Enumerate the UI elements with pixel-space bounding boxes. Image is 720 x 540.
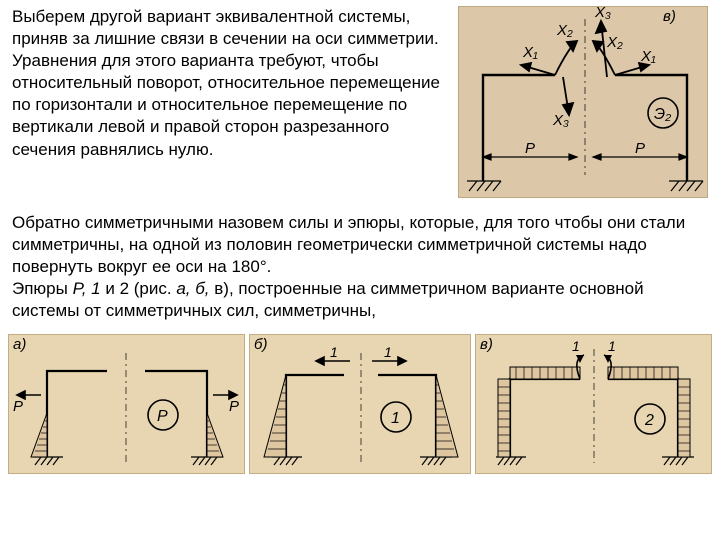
paragraph-2b: Эпюры P, 1 и 2 (рис. а, б, в), построенн… xyxy=(12,278,708,322)
svg-text:1: 1 xyxy=(608,338,616,354)
svg-text:X₂: X₂ xyxy=(606,34,623,51)
svg-text:б): б) xyxy=(254,336,267,353)
top-diagram-v: в) xyxy=(458,6,708,198)
svg-text:1: 1 xyxy=(391,410,400,427)
svg-text:Э₂: Э₂ xyxy=(654,106,671,123)
svg-text:P: P xyxy=(635,140,645,157)
diagram-a: а) xyxy=(8,334,245,474)
diagram-b: б) xyxy=(249,334,472,474)
svg-text:X₃: X₃ xyxy=(594,7,611,21)
svg-text:в): в) xyxy=(480,336,493,353)
paragraph-2a: Обратно симметричными назовем силы и эпю… xyxy=(12,212,708,278)
svg-text:P: P xyxy=(13,398,23,415)
svg-text:P: P xyxy=(525,140,535,157)
svg-text:а): а) xyxy=(13,336,26,353)
svg-text:X₃: X₃ xyxy=(552,112,569,129)
svg-text:2: 2 xyxy=(644,412,654,429)
svg-text:X₁: X₁ xyxy=(522,44,538,61)
svg-text:в): в) xyxy=(663,8,676,25)
svg-text:P: P xyxy=(157,408,168,425)
diagram-v: в) xyxy=(475,334,712,474)
paragraph-1: Выберем другой вариант эквивалентной сис… xyxy=(12,6,452,161)
svg-text:1: 1 xyxy=(572,338,580,354)
svg-text:1: 1 xyxy=(384,344,392,360)
svg-text:1: 1 xyxy=(330,344,338,360)
svg-text:X₂: X₂ xyxy=(556,22,573,39)
svg-text:X₁: X₁ xyxy=(640,48,656,65)
svg-text:P: P xyxy=(229,398,239,415)
bottom-diagrams-row: а) xyxy=(0,322,720,474)
